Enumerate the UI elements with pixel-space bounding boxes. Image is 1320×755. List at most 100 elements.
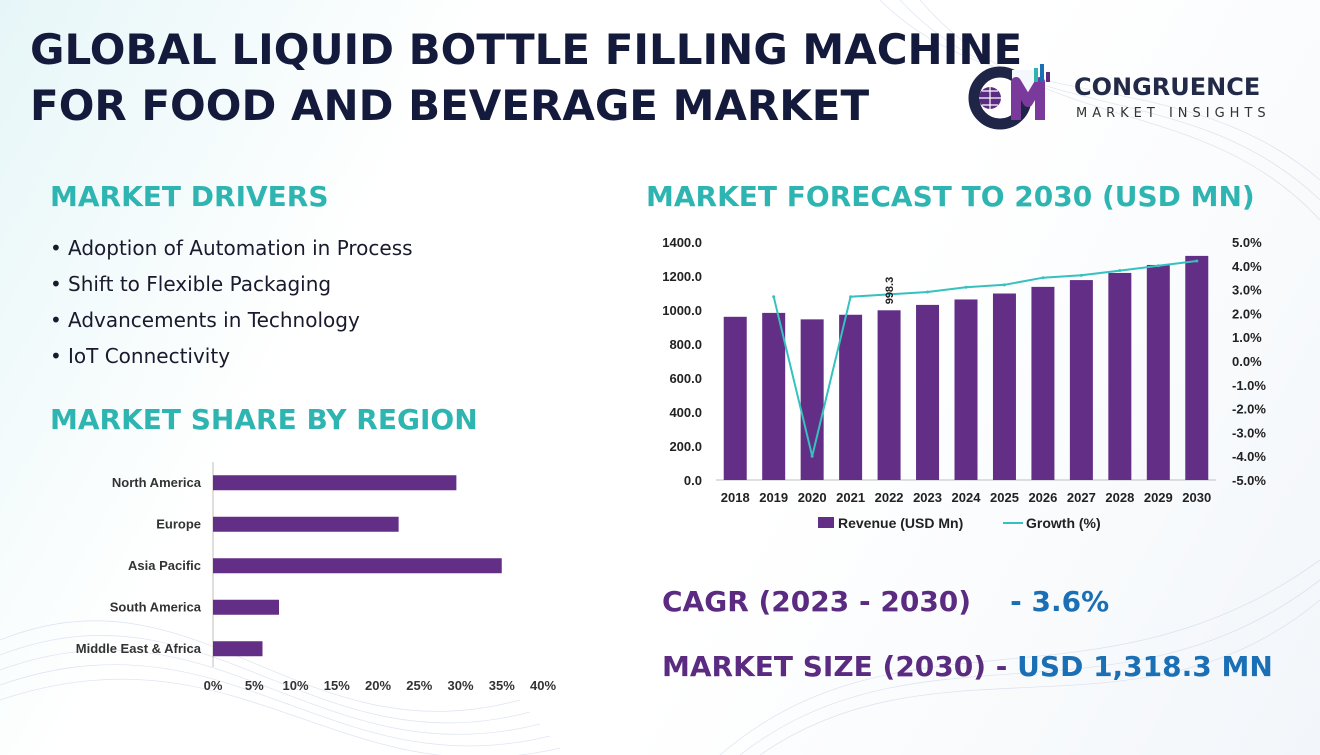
y-left-tick-label: 200.0	[669, 439, 702, 454]
region-share-chart: North America Europe Asia Pacific South Ame…	[76, 462, 556, 693]
bar	[839, 314, 863, 480]
logo-mark-icon	[968, 64, 1050, 130]
x-tick-label: 2026	[1028, 490, 1057, 505]
cagr-kpi: CAGR (2023 - 2030) - 3.6%	[662, 585, 1109, 618]
x-tick-label: 2019	[759, 490, 788, 505]
bar	[954, 299, 978, 480]
y-right-tick-label: 1.0%	[1232, 330, 1262, 345]
bar	[1069, 280, 1093, 480]
category-label: Europe	[156, 516, 201, 531]
y-right-tick-label: -1.0%	[1232, 378, 1266, 393]
market-size-value: USD 1,318.3 MN	[1017, 650, 1273, 683]
growth-point	[964, 285, 968, 289]
bar	[992, 293, 1016, 480]
x-tick-label: 2029	[1144, 490, 1173, 505]
region-title: MARKET SHARE BY REGION	[50, 403, 478, 436]
x-tick-label: 25%	[406, 678, 432, 693]
y-left-tick-label: 400.0	[669, 405, 702, 420]
category-label: North America	[112, 475, 202, 490]
y-right-tick-label: -5.0%	[1232, 473, 1266, 488]
bar	[723, 316, 747, 480]
category-label: Middle East & Africa	[76, 641, 202, 656]
y-right-tick-label: -4.0%	[1232, 449, 1266, 464]
forecast-chart: 0.0 200.0 400.0 600.0 800.0 1000.0 1200.0 1400.…	[662, 235, 1266, 531]
x-tick-label: 40%	[530, 678, 556, 693]
x-tick-label: 30%	[447, 678, 473, 693]
category-label: South America	[110, 599, 202, 614]
growth-point	[1118, 269, 1122, 273]
growth-point	[887, 292, 891, 296]
bar	[877, 310, 901, 480]
bar	[213, 558, 502, 574]
x-tick-label: 2028	[1105, 490, 1134, 505]
title-line-1: GLOBAL LIQUID BOTTLE FILLING MACHINE	[30, 25, 1023, 74]
y-left-tick-label: 800.0	[669, 337, 702, 352]
bar	[213, 641, 263, 657]
bar	[213, 475, 457, 491]
y-left-tick-label: 600.0	[669, 371, 702, 386]
bar	[213, 516, 399, 532]
y-right-tick-label: 3.0%	[1232, 283, 1262, 298]
list-item: Advancements in Technology	[50, 305, 413, 341]
cagr-label: CAGR (2023 - 2030)	[662, 585, 972, 618]
cagr-value: - 3.6%	[1010, 585, 1110, 618]
company-logo: CONGRUENCE MARKET INSIGHTS	[968, 60, 1288, 130]
forecast-title: MARKET FORECAST TO 2030 (USD MN)	[646, 180, 1255, 213]
x-tick-label: 20%	[365, 678, 391, 693]
y-left-tick-label: 1000.0	[662, 303, 702, 318]
bar	[213, 599, 279, 615]
y-right-tick-label: -2.0%	[1232, 402, 1266, 417]
y-left-tick-label: 1200.0	[662, 269, 702, 284]
x-tick-label: 2030	[1182, 490, 1211, 505]
y-right-tick-label: 0.0%	[1232, 354, 1262, 369]
page-title: GLOBAL LIQUID BOTTLE FILLING MACHINE FOR…	[30, 22, 1022, 134]
x-tick-label: 35%	[489, 678, 515, 693]
growth-point	[1195, 259, 1199, 263]
market-size-kpi: MARKET SIZE (2030) - USD 1,318.3 MN	[662, 650, 1273, 683]
drivers-title: MARKET DRIVERS	[50, 180, 329, 213]
logo-tagline: MARKET INSIGHTS	[1076, 106, 1271, 121]
market-size-label: MARKET SIZE (2030) -	[662, 650, 1008, 683]
growth-point	[772, 295, 776, 299]
growth-point	[1041, 276, 1045, 280]
category-label: Asia Pacific	[128, 558, 201, 573]
bar	[800, 319, 824, 480]
list-item: Shift to Flexible Packaging	[50, 269, 413, 305]
x-tick-label: 5%	[245, 678, 264, 693]
y-left-tick-label: 1400.0	[662, 235, 702, 250]
x-tick-label: 2018	[721, 490, 750, 505]
x-tick-label: 2022	[875, 490, 904, 505]
logo-name: CONGRUENCE	[1074, 73, 1261, 101]
x-tick-label: 2023	[913, 490, 942, 505]
y-right-tick-label: -3.0%	[1232, 425, 1266, 440]
y-left-tick-label: 0.0	[684, 473, 702, 488]
title-line-2: FOR FOOD AND BEVERAGE MARKET	[30, 81, 870, 130]
y-right-tick-label: 2.0%	[1232, 306, 1262, 321]
x-tick-label: 15%	[324, 678, 350, 693]
bar	[1031, 286, 1055, 480]
bar	[1108, 272, 1132, 480]
x-tick-label: 2024	[952, 490, 982, 505]
x-tick-label: 10%	[282, 678, 308, 693]
x-tick-label: 2020	[798, 490, 827, 505]
growth-point	[1002, 283, 1006, 287]
x-tick-label: 2025	[990, 490, 1019, 505]
x-tick-label: 2027	[1067, 490, 1096, 505]
bar	[762, 312, 786, 480]
growth-point	[1079, 273, 1083, 277]
x-tick-label: 2021	[836, 490, 865, 505]
bar	[1146, 264, 1170, 480]
growth-point	[926, 290, 930, 294]
data-label: 998.3	[884, 277, 896, 305]
growth-point	[810, 454, 814, 458]
growth-point	[1156, 264, 1160, 268]
legend-label-growth: Growth (%)	[1026, 515, 1101, 531]
y-right-tick-label: 4.0%	[1232, 259, 1262, 274]
list-item: IoT Connectivity	[50, 341, 413, 377]
legend-swatch-revenue	[818, 517, 834, 528]
y-right-tick-label: 5.0%	[1232, 235, 1262, 250]
growth-line	[772, 260, 1197, 457]
list-item: Adoption of Automation in Process	[50, 233, 413, 269]
bar	[1185, 255, 1209, 480]
